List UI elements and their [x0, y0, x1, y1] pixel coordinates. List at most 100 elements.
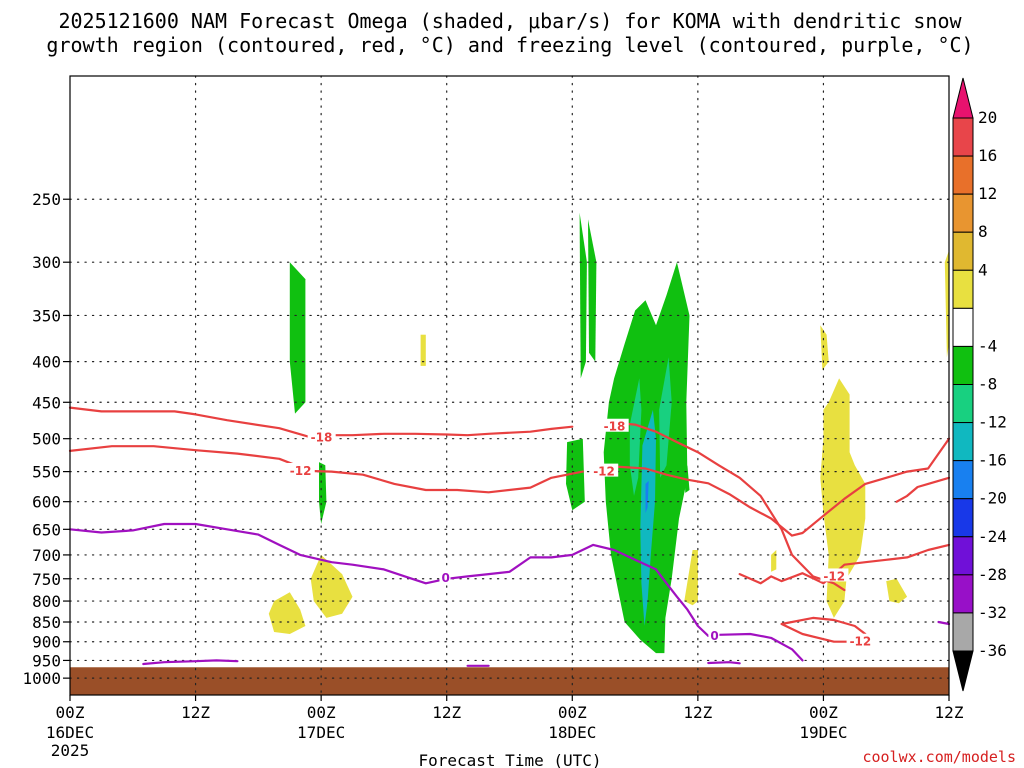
- y-tick-label-350: 350: [32, 306, 61, 325]
- red-contour-label-4: -12: [593, 465, 615, 479]
- colorbar: 20 16 12 8 4 -4 -8 -12 -16 -20 -24 -28 -32 -36: [952, 77, 1007, 692]
- red-label-bg-1: [307, 429, 336, 443]
- colorbar-segment-5: [952, 269, 974, 309]
- colorbar-label-11: -24: [978, 527, 1007, 546]
- colorbar-segment-7: [952, 345, 974, 385]
- omega-shaded-region-2: [319, 462, 327, 524]
- colorbar-label-5: 4: [978, 260, 988, 279]
- x-tick-label-60: 12Z: [683, 703, 712, 722]
- colorbar-label-1: 20: [978, 108, 997, 127]
- omega-shaded-region-11: [684, 550, 698, 606]
- red-contour-label-3: -18: [604, 420, 626, 434]
- y-tick-label-600: 600: [32, 493, 61, 512]
- red-label-bg-5: [820, 568, 849, 582]
- y-tick-label-800: 800: [32, 592, 61, 611]
- contour-line-3: [68, 445, 584, 494]
- omega-shaded-region-12: [820, 325, 829, 371]
- x-tick-label-0: 00Z: [56, 703, 85, 722]
- colorbar-label-13: -32: [978, 603, 1007, 622]
- omega-shaded-region-16: [944, 250, 949, 358]
- omega-shaded-region-13: [820, 378, 866, 618]
- x-tick-label-84: 12Z: [935, 703, 964, 722]
- y-tick-label-400: 400: [32, 353, 61, 372]
- colorbar-segment-8: [952, 384, 974, 424]
- omega-shaded-region-1: [289, 262, 306, 414]
- colorbar-label-12: -28: [978, 565, 1007, 584]
- y-tick-label-500: 500: [32, 430, 61, 449]
- omega-shaded-region-17: [640, 409, 656, 626]
- colorbar-segment-9: [952, 422, 974, 462]
- colorbar-segment-4: [952, 231, 974, 271]
- y-tick-label-850: 850: [32, 613, 61, 632]
- omega-shaded-region-6: [566, 438, 585, 511]
- y-tick-label-250: 250: [32, 190, 61, 209]
- colorbar-label-2: 16: [978, 146, 997, 165]
- colorbar-label-9: -16: [978, 451, 1007, 470]
- y-tick-label-450: 450: [32, 393, 61, 412]
- x-tick-label-36: 12Z: [432, 703, 461, 722]
- omega-shaded-region-3: [579, 212, 587, 379]
- colorbar-segment-10: [952, 460, 974, 500]
- y-tick-label-750: 750: [32, 570, 61, 589]
- credit-text: coolwx.com/models: [862, 748, 1016, 766]
- plot-area: -18 -12 -18 -12 -12 -12 0 0 250 300 350 400 450 500 55…: [22, 75, 964, 760]
- x-tick-label-24: 00Z: [307, 703, 336, 722]
- purple-label-bg-1: [439, 569, 451, 583]
- colorbar-segment-12: [952, 536, 974, 576]
- contour-line-4: [613, 437, 951, 537]
- red-contour-label-5: -12: [823, 569, 845, 583]
- omega-shaded-region-14: [886, 578, 908, 604]
- omega-shaded-region-4: [588, 219, 597, 362]
- omega-shaded-region-15: [771, 550, 777, 572]
- title-line-1: 2025121600 NAM Forecast Omega (shaded, μ…: [58, 9, 962, 33]
- omega-shaded-region-20: [645, 480, 649, 513]
- colorbar-label-3: 12: [978, 184, 997, 203]
- colorbar-bottom-arrow: [952, 650, 974, 692]
- x-tick-date-24: 17DEC: [297, 723, 345, 742]
- surface-ground: [70, 667, 949, 695]
- chart-title: 2025121600 NAM Forecast Omega (shaded, μ…: [46, 9, 973, 57]
- x-axis-label: Forecast Time (UTC): [418, 751, 601, 768]
- y-tick-label-1000: 1000: [22, 669, 61, 688]
- red-label-bg-3: [600, 418, 629, 432]
- colorbar-segment-1: [952, 117, 974, 157]
- x-tick-date-48: 18DEC: [548, 723, 596, 742]
- colorbar-segment-3: [952, 193, 974, 233]
- colorbar-label-14: -36: [978, 641, 1007, 660]
- colorbar-label-6: -4: [978, 336, 997, 355]
- omega-shaded-region-18: [629, 378, 642, 496]
- purple-contour-label-2: 0: [710, 629, 718, 643]
- x-tick-date-72: 19DEC: [799, 723, 847, 742]
- omega-shaded-region-19: [659, 357, 672, 478]
- red-label-bg-2: [286, 462, 315, 476]
- contour-line-2: [602, 420, 846, 592]
- colorbar-segment-13: [952, 574, 974, 614]
- y-tick-label-650: 650: [32, 520, 61, 539]
- title-line-2: growth region (contoured, red, °C) and f…: [46, 33, 973, 57]
- y-tick-label-900: 900: [32, 633, 61, 652]
- colorbar-label-7: -8: [978, 375, 997, 394]
- omega-shaded-region-8: [268, 592, 306, 634]
- contour-line-1: [68, 406, 574, 439]
- purple-label-bg-2: [708, 627, 720, 641]
- colorbar-segment-11: [952, 498, 974, 538]
- y-tick-label-950: 950: [32, 651, 61, 670]
- red-label-bg-6: [846, 633, 875, 647]
- purple-contour-label-1: 0: [441, 571, 449, 585]
- colorbar-top-arrow: [952, 77, 974, 119]
- plot-frame: [69, 75, 950, 696]
- colorbar-segment-6: [952, 307, 974, 347]
- y-tick-label-550: 550: [32, 463, 61, 482]
- red-contour-label-1: -18: [311, 430, 333, 444]
- x-tick-label-72: 00Z: [809, 703, 838, 722]
- contour-line-7: [895, 476, 951, 503]
- red-contour-label-6: -12: [850, 635, 872, 649]
- colorbar-segment-14: [952, 612, 974, 652]
- contour-line-12: [937, 620, 951, 626]
- colorbar-label-4: 8: [978, 222, 988, 241]
- colorbar-segment-2: [952, 155, 974, 195]
- colorbar-label-10: -20: [978, 489, 1007, 508]
- contour-line-9: [142, 659, 239, 666]
- x-tick-label-12: 12Z: [181, 703, 210, 722]
